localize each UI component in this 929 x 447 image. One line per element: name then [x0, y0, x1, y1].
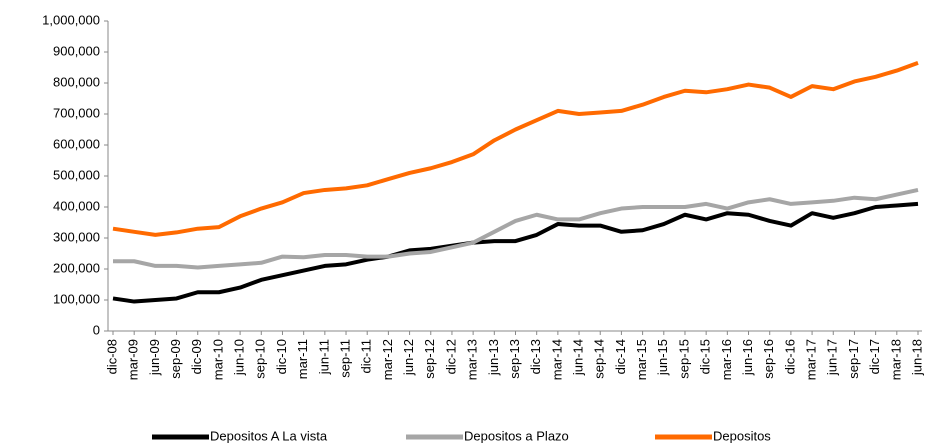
x-tick-label: dic-17 — [867, 339, 882, 374]
x-tick-label: mar-11 — [295, 339, 310, 379]
y-tick-label: 300,000 — [53, 229, 100, 244]
x-tick-label: mar-14 — [549, 339, 564, 380]
x-tick-label: dic-10 — [274, 339, 289, 374]
y-tick-label: 800,000 — [53, 74, 100, 89]
x-tick-label: dic-15 — [698, 339, 713, 374]
y-tick-label: 600,000 — [53, 136, 100, 151]
x-tick-label: dic-13 — [528, 339, 543, 374]
y-tick-label: 1,000,000 — [42, 12, 100, 27]
x-tick-label: sep-15 — [676, 339, 691, 379]
x-tick-label: jun-14 — [570, 339, 585, 376]
x-tick-label: mar-10 — [210, 339, 225, 380]
y-tick-label: 100,000 — [53, 291, 100, 306]
x-tick-label: dic-09 — [189, 339, 204, 374]
x-tick-label: sep-14 — [592, 339, 607, 379]
x-tick-label: dic-14 — [613, 339, 628, 374]
x-tick-label: jun-18 — [909, 339, 924, 376]
x-tick-label: jun-10 — [232, 339, 247, 376]
x-tick-label: jun-17 — [825, 339, 840, 376]
x-tick-label: sep-16 — [761, 339, 776, 379]
x-tick-label: jun-15 — [655, 339, 670, 376]
x-tick-label: dic-16 — [782, 339, 797, 374]
x-tick-label: mar-18 — [888, 339, 903, 380]
x-tick-label: dic-11 — [359, 339, 374, 373]
legend-label: Depositos A La vista — [210, 428, 328, 443]
y-tick-label: 500,000 — [53, 167, 100, 182]
x-tick-label: mar-17 — [804, 339, 819, 380]
x-tick-label: jun-11 — [316, 339, 331, 375]
x-tick-label: sep-17 — [846, 339, 861, 379]
x-tick-label: mar-09 — [126, 339, 141, 380]
y-tick-label: 900,000 — [53, 43, 100, 58]
x-tick-label: mar-13 — [465, 339, 480, 380]
x-tick-label: sep-09 — [168, 339, 183, 379]
series-line — [112, 60, 919, 237]
x-tick-label: jun-16 — [740, 339, 755, 376]
x-tick-label: sep-11 — [337, 339, 352, 378]
x-tick-label: jun-09 — [147, 339, 162, 376]
x-tick-label: jun-12 — [401, 339, 416, 376]
x-tick-label: mar-15 — [634, 339, 649, 380]
x-tick-label: sep-13 — [507, 339, 522, 379]
x-tick-label: dic-08 — [104, 339, 119, 374]
x-tick-label: mar-12 — [380, 339, 395, 380]
x-tick-label: jun-13 — [486, 339, 501, 376]
series-line — [112, 201, 919, 304]
legend-label: Depositos — [713, 428, 771, 443]
y-tick-label: 400,000 — [53, 198, 100, 213]
x-tick-label: dic-12 — [443, 339, 458, 374]
y-tick-label: 200,000 — [53, 260, 100, 275]
x-tick-label: mar-16 — [719, 339, 734, 380]
x-tick-label: sep-12 — [422, 339, 437, 379]
legend-label: Depositos a Plazo — [464, 428, 569, 443]
y-tick-label: 0 — [93, 322, 100, 337]
x-tick-label: sep-10 — [253, 339, 268, 379]
y-tick-label: 700,000 — [53, 105, 100, 120]
series-line — [113, 187, 919, 270]
